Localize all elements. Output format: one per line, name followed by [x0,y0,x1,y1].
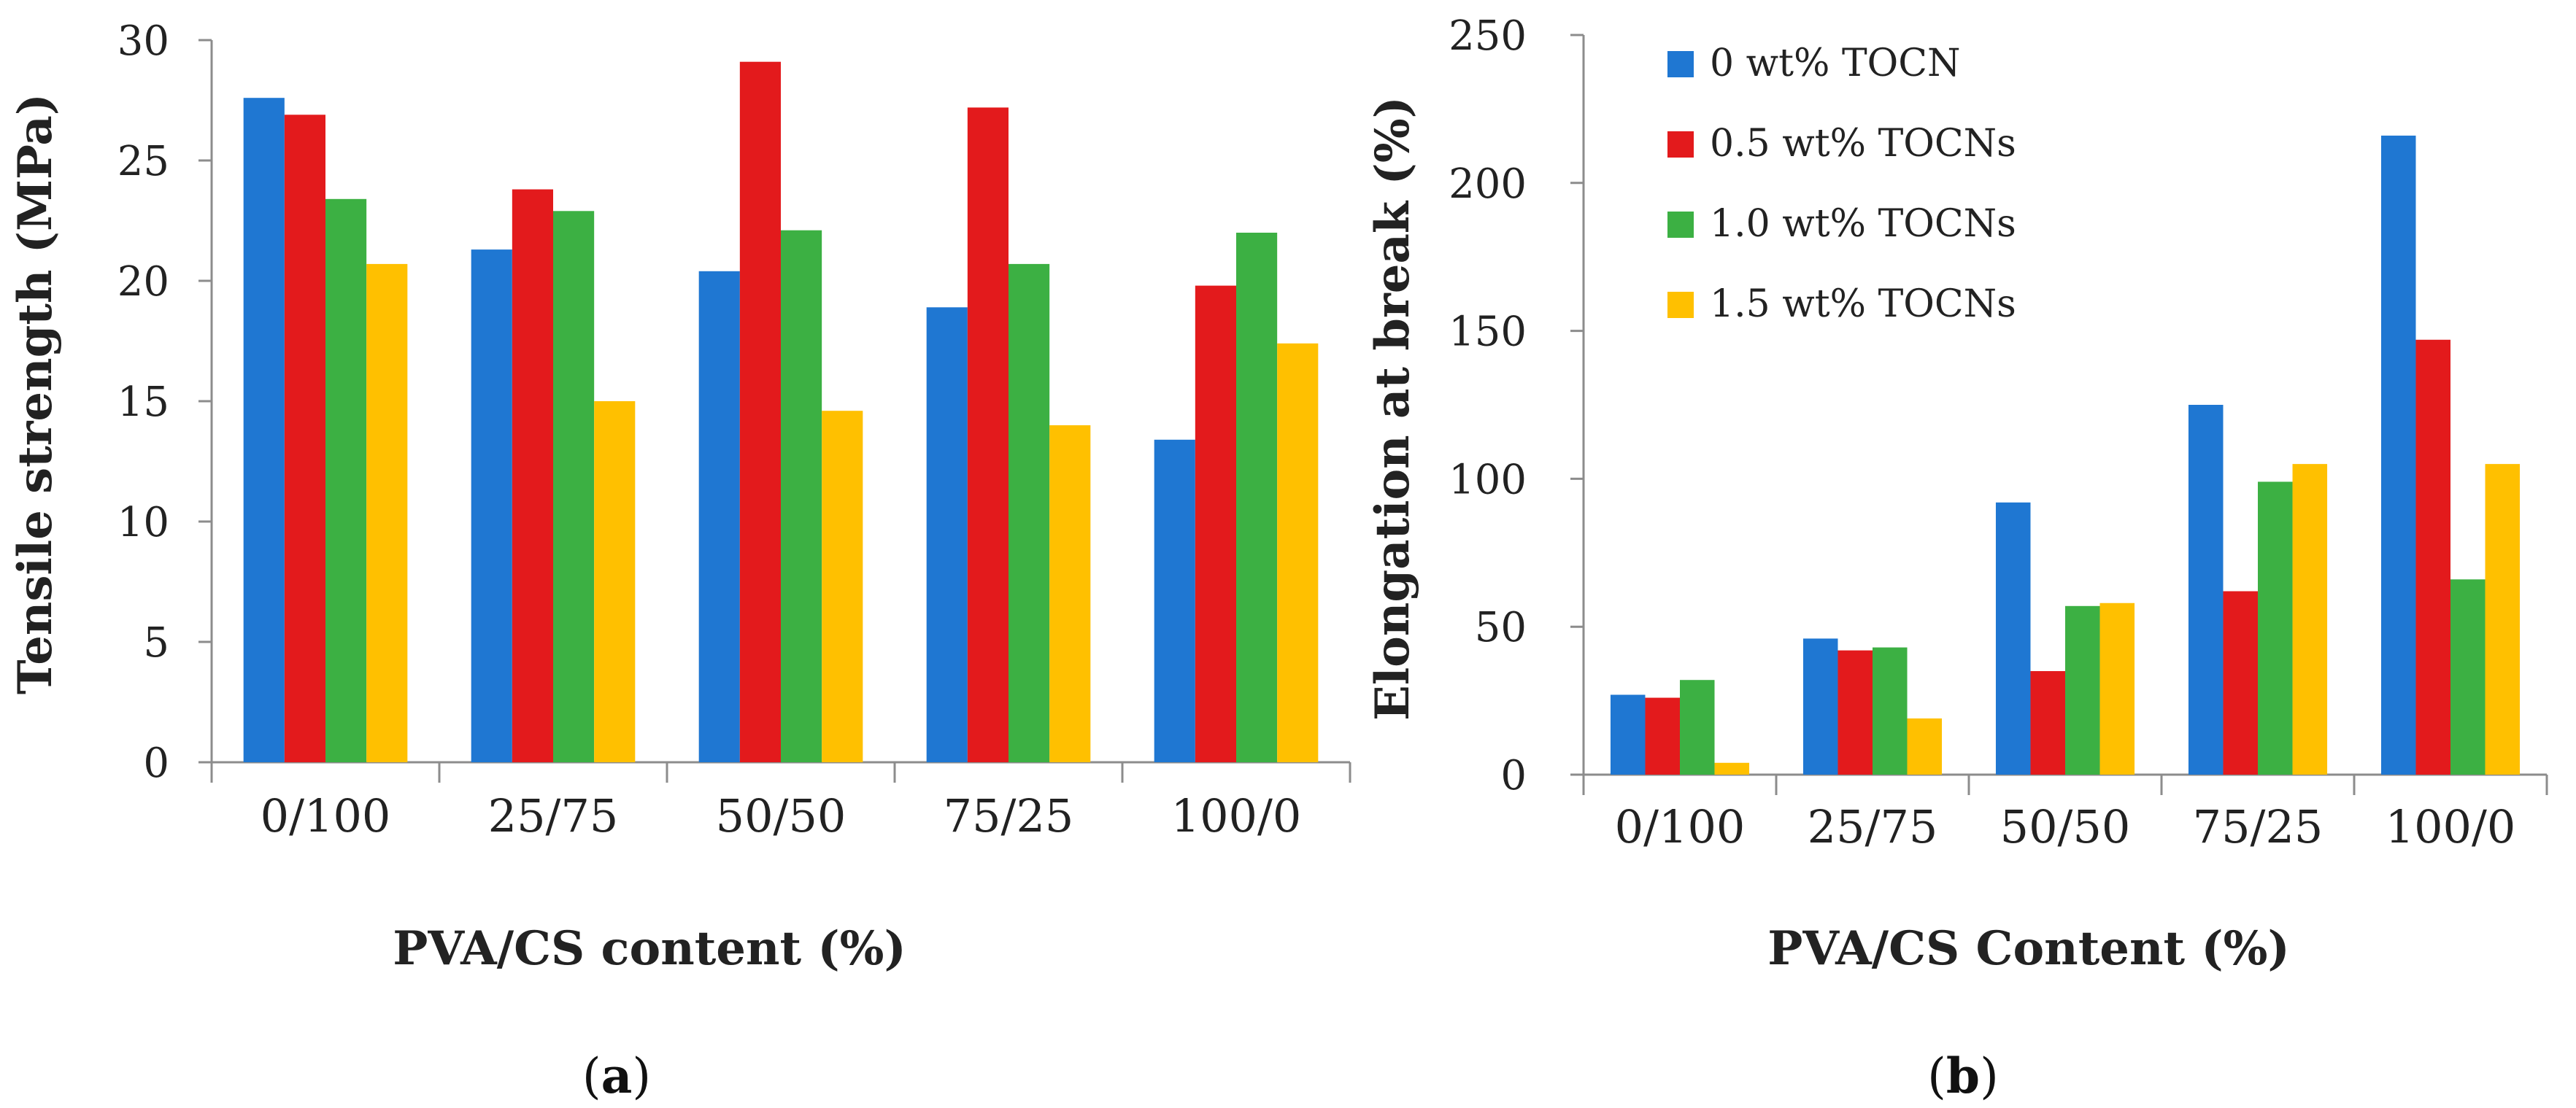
y-tick-label-b: 50 [1475,604,1527,651]
bar-b-series3-100-0 [2450,579,2486,775]
bar-a-series2-25-75 [512,189,553,763]
legend-swatch-1 [1667,51,1694,77]
x-tick-label-a: 25/75 [488,789,619,842]
legend-label-2: 0.5 wt% TOCNs [1710,122,2016,166]
y-axis-title-b: Elongation at break (%) [1365,96,1420,721]
bar-a-series2-50-50 [739,61,781,762]
legend-label-4: 1.5 wt% TOCNs [1710,282,2016,326]
chart-panel-a: Tensile strength (MPa) PVA/CS content (%… [8,18,1351,1104]
bar-a-series2-0-100 [284,115,325,763]
bar-a-series3-25-75 [553,211,595,762]
bar-a-series3-0-100 [325,198,367,762]
bar-b-series2-25-75 [1837,650,1873,775]
x-tick-label-b: 0/100 [1615,800,1746,853]
bar-b-series1-75-25 [2188,405,2224,775]
x-tick-label-b: 75/25 [2193,800,2324,853]
y-tick-label-a: 0 [143,740,169,787]
x-tick-label-b: 100/0 [2386,800,2516,853]
panel-label-b-letter: b [1946,1047,1980,1104]
bar-a-series1-100-0 [1154,439,1195,762]
legend-label-3: 1.0 wt% TOCNs [1710,202,2016,246]
x-axis-title-a: PVA/CS content (%) [393,921,906,976]
bar-b-series1-50-50 [1995,502,2031,775]
x-tick-label-a: 0/100 [261,789,391,842]
y-tick-label-b: 250 [1449,12,1527,60]
bar-a-series2-100-0 [1195,285,1236,763]
plot-area-a: 0 5 10 15 20 25 30 0/100 25/75 50/50 75/25 100/0 [117,18,1351,842]
bar-b-series4-25-75 [1907,718,1943,775]
bar-a-series3-50-50 [781,230,822,762]
y-tick-label-a: 20 [117,258,169,306]
bar-b-series4-0-100 [1714,762,1750,775]
y-tick-label-a: 25 [117,138,169,185]
bar-a-series1-75-25 [926,307,968,762]
legend-swatch-2 [1667,131,1694,158]
bar-b-series2-50-50 [2030,671,2065,775]
bar-a-series1-0-100 [243,98,285,762]
x-tick-label-a: 100/0 [1171,789,1302,842]
bar-a-series4-0-100 [366,263,408,762]
bar-a-series4-25-75 [594,401,636,762]
bar-a-series4-75-25 [1049,425,1091,762]
chart-panel-b: Elongation at break (%) PVA/CS Content (… [1365,12,2548,1104]
x-axis-title-b: PVA/CS Content (%) [1767,921,2289,976]
bar-b-series2-100-0 [2415,339,2450,775]
bar-b-series3-50-50 [2065,605,2100,775]
y-tick-label-b: 150 [1449,309,1527,356]
x-tick-label-b: 50/50 [2000,800,2131,853]
bar-b-series2-75-25 [2223,591,2258,775]
bar-a-series1-25-75 [471,249,512,763]
y-tick-label-a: 15 [117,379,169,426]
bar-a-series3-100-0 [1236,233,1278,762]
bar-b-series1-0-100 [1610,694,1646,775]
y-tick-label-b: 100 [1449,456,1527,503]
bar-a-series4-50-50 [822,411,863,762]
panel-label-b: (b) [1927,1047,1999,1104]
bar-b-series3-75-25 [2258,481,2293,775]
legend-label-1: 0 wt% TOCN [1710,42,1961,85]
y-tick-label-a: 10 [117,499,169,546]
y-axis-title-a: Tensile strength (MPa) [8,93,63,694]
bar-a-series3-75-25 [1009,263,1050,762]
panel-label-a-letter: a [601,1047,633,1104]
legend-swatch-4 [1667,292,1694,318]
panel-label-a: (a) [582,1047,651,1104]
bar-b-series4-100-0 [2485,464,2521,775]
plot-area-b: 0 50 100 150 200 250 0/100 25/75 50/50 75/25 100/0 [1449,12,2548,853]
bar-a-series2-75-25 [967,107,1009,762]
x-tick-label-a: 75/25 [944,789,1074,842]
bar-b-series3-25-75 [1873,647,1908,775]
x-tick-label-b: 25/75 [1808,800,1938,853]
bar-b-series1-25-75 [1802,638,1838,775]
x-tick-label-a: 50/50 [716,789,847,842]
bar-a-series1-50-50 [698,271,740,762]
bar-b-series1-100-0 [2380,135,2416,775]
bar-b-series3-0-100 [1680,680,1715,775]
bar-b-series4-50-50 [2099,603,2135,775]
y-tick-label-b: 0 [1500,752,1527,799]
legend-swatch-3 [1667,212,1694,238]
y-tick-label-a: 30 [117,18,169,65]
legend: 0 wt% TOCN 0.5 wt% TOCNs 1.0 wt% TOCNs 1.5 … [1667,42,2016,326]
bar-b-series4-75-25 [2292,464,2328,775]
y-tick-label-b: 200 [1449,160,1527,208]
bar-b-series2-0-100 [1645,697,1680,775]
bar-a-series4-100-0 [1277,343,1319,762]
y-tick-label-a: 5 [143,619,169,667]
